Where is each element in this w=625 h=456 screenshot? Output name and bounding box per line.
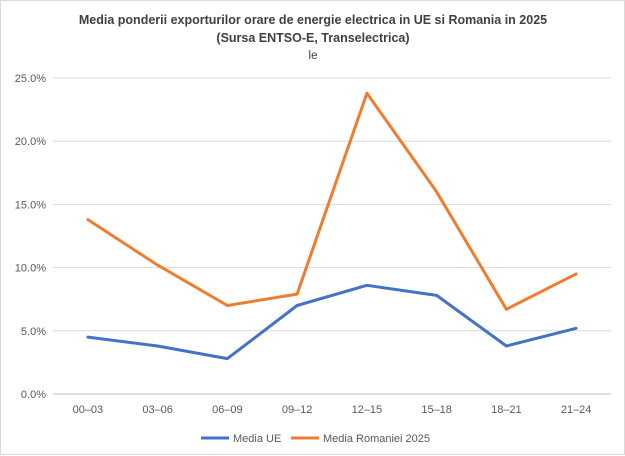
x-tick-label: 12–15 (352, 404, 383, 416)
series-line-media-romaniei-2025 (86, 91, 578, 311)
chart-subtitle: (Sursa ENTSO-E, Transelectrica) (216, 31, 409, 45)
legend-label: Media UE (233, 433, 281, 445)
x-tick-label: 09–12 (282, 404, 313, 416)
y-tick-label: 25.0% (15, 73, 46, 85)
y-tick-label: 15.0% (15, 199, 46, 211)
gridlines (53, 77, 611, 395)
y-tick-label: 20.0% (15, 136, 46, 148)
series-line-media-ue (86, 283, 578, 361)
y-tick-label: 10.0% (15, 263, 46, 275)
x-tick-label: 18–21 (491, 404, 522, 416)
y-tick-label: 5.0% (21, 326, 46, 338)
x-tick-label: 03–06 (142, 404, 173, 416)
axes: 0.0% 5.0% 10.0% 15.0% 20.0% 25.0% 00–03 03–06 06… (15, 73, 592, 416)
x-tick-label: 21–24 (561, 404, 592, 416)
x-tick-label: 15–18 (421, 404, 452, 416)
legend: Media UE Media Romaniei 2025 (201, 433, 430, 445)
legend-label: Media Romaniei 2025 (323, 433, 430, 445)
y-tick-label: 0.0% (21, 389, 46, 401)
chart-title: Media ponderii exporturilor orare de ene… (79, 13, 547, 27)
chart-note: le (309, 50, 318, 62)
x-tick-label: 00–03 (73, 404, 104, 416)
series-lines (86, 91, 578, 361)
x-tick-label: 06–09 (212, 404, 243, 416)
